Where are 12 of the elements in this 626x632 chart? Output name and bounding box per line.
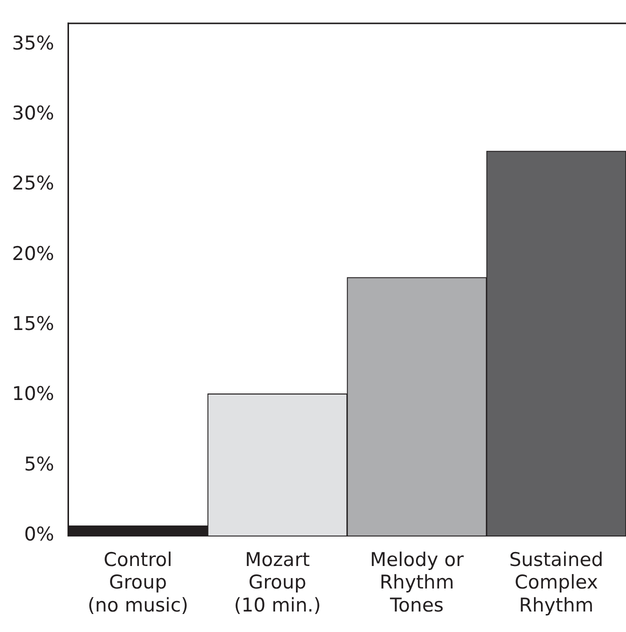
- y-tick-label: 35%: [12, 32, 54, 54]
- x-tick-label: Sustained Complex Rhythm: [509, 548, 604, 617]
- y-tick-label: 15%: [12, 313, 54, 336]
- y-tick-label: 30%: [12, 102, 54, 125]
- x-tick-label: Mozart Group (10 min.): [234, 548, 321, 617]
- y-tick-label: 25%: [12, 172, 54, 195]
- y-tick-label: 10%: [12, 383, 54, 406]
- x-tick-label: Melody or Rhythm Tones: [370, 548, 464, 617]
- y-tick-label: 20%: [12, 242, 54, 265]
- y-tick-label: 0%: [24, 524, 54, 546]
- x-tick-label: Control Group (no music): [88, 548, 188, 617]
- y-tick-label: 5%: [24, 453, 54, 476]
